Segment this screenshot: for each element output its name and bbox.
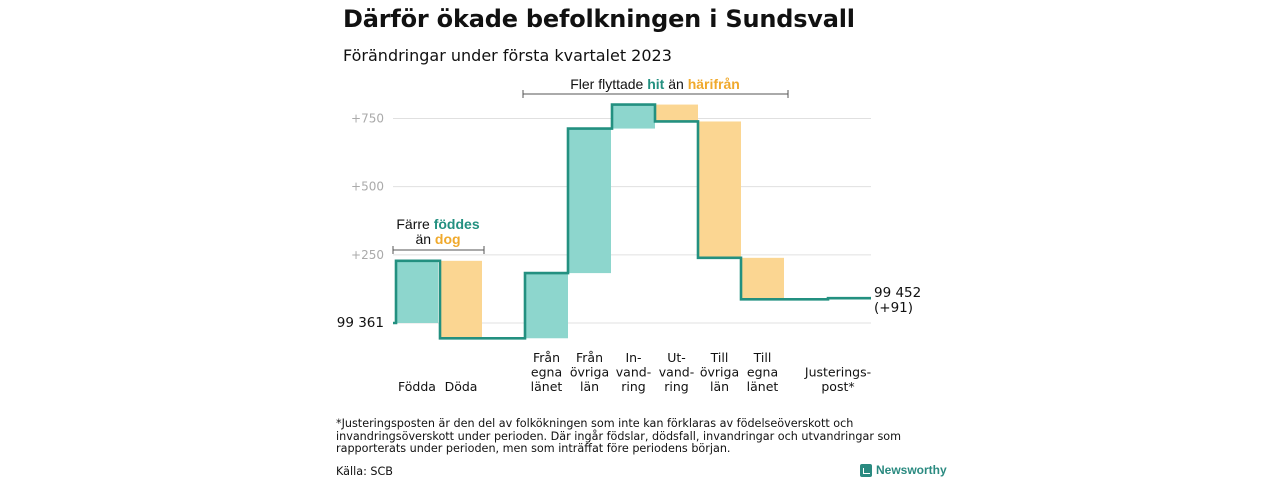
x-tick-label: Justerings- xyxy=(804,365,871,380)
x-tick-label: länet xyxy=(531,379,563,394)
x-tick-label: Till xyxy=(710,350,729,365)
end-change-label: (+91) xyxy=(874,300,913,316)
x-tick-label: Till xyxy=(753,350,772,365)
waterfall-bar xyxy=(655,104,698,122)
waterfall-bar xyxy=(612,104,655,129)
chart-title: Därför ökade befolkningen i Sundsvall xyxy=(343,5,855,33)
chart-subtitle: Förändringar under första kvartalet 2023 xyxy=(343,46,672,65)
x-tick-label: Födda xyxy=(398,379,436,394)
x-tick-label: In- xyxy=(625,350,641,365)
x-tick-label: Döda xyxy=(445,379,478,394)
x-tick-label: Från xyxy=(576,350,603,365)
end-value-label: 99 452 xyxy=(874,285,921,301)
source-label: Källa: SCB xyxy=(336,465,393,478)
waterfall-bar xyxy=(741,257,784,300)
waterfall-bar xyxy=(525,273,568,339)
y-tick-label: +750 xyxy=(351,111,384,125)
waterfall-bar xyxy=(396,260,438,323)
x-tick-label: län xyxy=(580,379,599,394)
waterfall-bar xyxy=(698,121,741,258)
waterfall-chart: +250+500+750 Födda DödaFrånegnalänetFrånö… xyxy=(337,76,922,394)
x-tick-label: övriga xyxy=(700,365,739,380)
brand-logo: Newsworthy xyxy=(860,463,947,477)
waterfall-bar xyxy=(568,128,611,274)
y-tick-label: +250 xyxy=(351,248,384,262)
annotation-left-line2: än dog xyxy=(415,231,460,247)
start-value-label: 99 361 xyxy=(337,315,384,331)
newsworthy-logo-icon xyxy=(860,463,872,477)
annotation-left-line1: Färre föddes xyxy=(396,216,479,232)
x-tick-label: vand- xyxy=(616,365,651,380)
x-tick-label: vand- xyxy=(659,365,694,380)
x-tick-label: post* xyxy=(821,379,854,394)
cumulative-step-line xyxy=(393,103,871,340)
x-tick-label: län xyxy=(710,379,729,394)
x-tick-label: ring xyxy=(664,379,688,394)
x-tick-label: länet xyxy=(747,379,779,394)
x-tick-label: ring xyxy=(621,379,645,394)
brand-name: Newsworthy xyxy=(876,463,947,477)
y-tick-label: +500 xyxy=(351,180,384,194)
x-tick-label: egna xyxy=(531,365,562,380)
x-tick-label: egna xyxy=(747,365,778,380)
waterfall-bar xyxy=(440,260,482,339)
annotation-top: Fler flyttade hit än härifrån xyxy=(570,76,740,92)
x-tick-label: Från xyxy=(533,350,560,365)
x-tick-label: Ut- xyxy=(667,350,686,365)
footnote: *Justeringsposten är den del av folkökni… xyxy=(336,417,902,455)
x-tick-label: övriga xyxy=(570,365,609,380)
